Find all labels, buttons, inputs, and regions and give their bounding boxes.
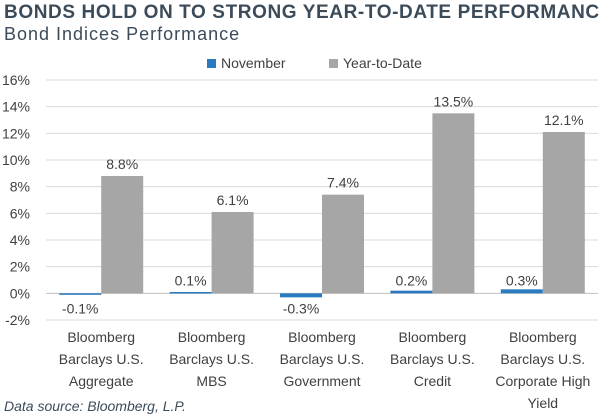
bar-ytd xyxy=(322,194,364,294)
bar-november xyxy=(280,293,322,298)
y-tick-label: 8% xyxy=(10,179,30,195)
x-tick-label: Credit xyxy=(414,373,451,389)
y-tick-label: 14% xyxy=(2,99,30,115)
y-tick-label: 10% xyxy=(2,152,30,168)
bar-november xyxy=(59,293,102,295)
y-tick-label: 4% xyxy=(10,232,30,248)
x-tick-label: Bloomberg xyxy=(178,329,246,345)
data-label-november: -0.1% xyxy=(62,300,99,316)
data-label-ytd: 13.5% xyxy=(434,93,474,109)
chart-title: BONDS HOLD ON TO STRONG YEAR-TO-DATE PER… xyxy=(4,2,600,23)
x-tick-label: Yield xyxy=(527,395,558,411)
bar-november xyxy=(500,289,543,294)
data-label-november: 0.3% xyxy=(506,272,538,288)
chart-subtitle: Bond Indices Performance xyxy=(4,24,241,44)
bar-november xyxy=(390,290,433,294)
legend-label-ytd: Year-to-Date xyxy=(343,55,422,71)
x-tick-label: Bloomberg xyxy=(399,329,467,345)
bar-ytd xyxy=(101,176,144,294)
bar-ytd xyxy=(211,212,254,294)
y-tick-label: -2% xyxy=(5,312,30,328)
data-label-ytd: 8.8% xyxy=(106,156,138,172)
legend-swatch-ytd xyxy=(329,59,338,68)
x-tick-label: Bloomberg xyxy=(509,329,577,345)
data-label-ytd: 12.1% xyxy=(544,112,584,128)
x-tick-label: Corporate High xyxy=(495,373,590,389)
data-label-ytd: 6.1% xyxy=(217,192,249,208)
x-tick-label: MBS xyxy=(196,373,226,389)
x-tick-label: Bloomberg xyxy=(67,329,135,345)
y-tick-label: 12% xyxy=(2,125,30,141)
x-tick-label: Barclays U.S. xyxy=(390,351,475,367)
legend-swatch-november xyxy=(207,59,216,68)
data-label-november: 0.2% xyxy=(395,272,427,288)
bar-ytd xyxy=(432,113,475,294)
x-tick-label: Barclays U.S. xyxy=(59,351,144,367)
y-tick-label: 0% xyxy=(10,285,30,301)
data-label-ytd: 7.4% xyxy=(327,175,359,191)
y-tick-label: 16% xyxy=(2,72,30,88)
bar-november xyxy=(169,292,212,294)
data-source-note: Data source: Bloomberg, L.P. xyxy=(4,398,186,414)
x-tick-label: Barclays U.S. xyxy=(169,351,254,367)
x-tick-label: Barclays U.S. xyxy=(500,351,585,367)
bar-ytd xyxy=(542,132,585,294)
data-label-november: 0.1% xyxy=(175,272,207,288)
x-tick-label: Bloomberg xyxy=(288,329,356,345)
data-label-november: -0.3% xyxy=(283,300,320,316)
x-tick-label: Aggregate xyxy=(69,373,134,389)
y-tick-label: 6% xyxy=(10,205,30,221)
x-tick-label: Government xyxy=(283,373,360,389)
y-tick-label: 2% xyxy=(10,259,30,275)
legend-label-november: November xyxy=(221,55,286,71)
x-tick-label: Barclays U.S. xyxy=(280,351,365,367)
